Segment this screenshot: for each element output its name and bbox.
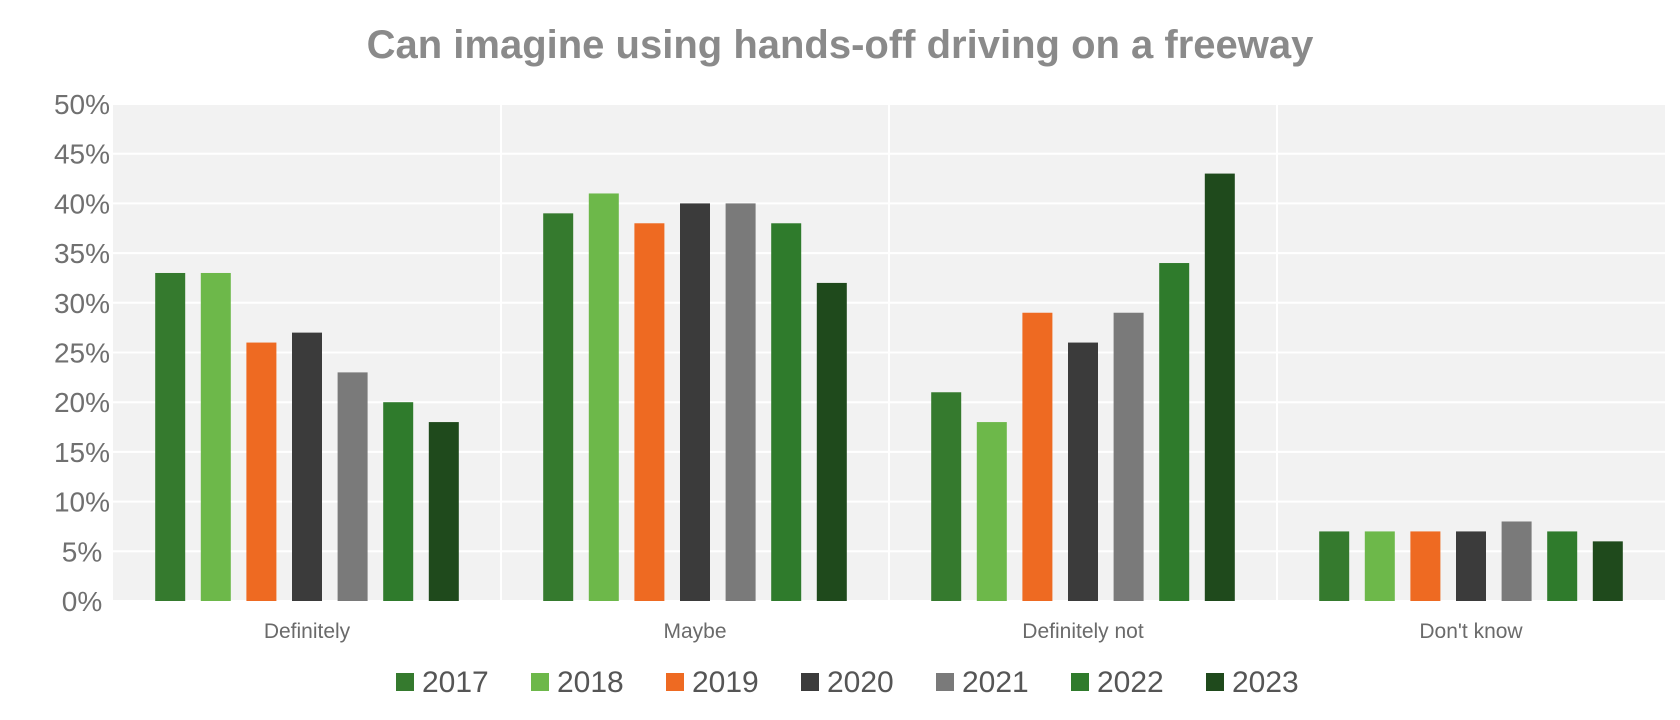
legend-label: 2023 [1232, 666, 1299, 699]
bar-2017-definitely-not [931, 392, 962, 601]
bar-2021-definitely [337, 372, 368, 601]
y-tick-label: 30% [54, 288, 110, 319]
y-tick-label: 10% [54, 487, 110, 518]
legend: 2017 2018 2019 2020 2021 2022 2023 [396, 666, 1299, 699]
legend-label: 2017 [422, 666, 489, 699]
y-axis: 0% 5% 10% 15% 20% 25% 30% 35% 40% 45% 50% [54, 89, 110, 617]
y-tick-label: 20% [54, 387, 110, 418]
legend-swatch [801, 673, 819, 691]
bar-2023-maybe [816, 282, 847, 601]
y-tick-label: 45% [54, 139, 110, 170]
bar-2020-definitely [292, 332, 322, 601]
bar-2023-definitely-not [1204, 173, 1235, 601]
legend-item-2023: 2023 [1206, 666, 1299, 699]
bars [155, 173, 1623, 601]
y-tick-label: 50% [54, 89, 110, 120]
legend-item-2021: 2021 [936, 666, 1029, 699]
y-tick-label: 40% [54, 188, 110, 219]
legend-item-2019: 2019 [666, 666, 759, 699]
bar-2018-definitely [200, 272, 231, 601]
legend-item-2022: 2022 [1071, 666, 1164, 699]
bar-2020-definitely-not [1068, 342, 1098, 601]
y-tick-label: 25% [54, 338, 110, 369]
legend-swatch [396, 673, 414, 691]
grid [113, 103, 1665, 602]
bar-2017-maybe [543, 213, 574, 601]
x-tick-label: Definitely not [1022, 620, 1144, 643]
bar-2020-maybe [680, 203, 710, 601]
bar-2022-don-t-know [1547, 531, 1578, 601]
legend-swatch [531, 673, 549, 691]
y-tick-label: 5% [62, 536, 102, 567]
y-tick-label: 35% [54, 238, 110, 269]
legend-item-2020: 2020 [801, 666, 894, 699]
legend-swatch [1071, 673, 1089, 691]
x-axis: Definitely Maybe Definitely not Don't know [264, 620, 1524, 643]
legend-label: 2018 [557, 666, 624, 699]
legend-item-2017: 2017 [396, 666, 489, 699]
legend-swatch [936, 673, 954, 691]
y-tick-label: 0% [62, 586, 102, 617]
bar-2022-definitely [383, 402, 414, 601]
legend-label: 2019 [692, 666, 759, 699]
chart-title: Can imagine using hands-off driving on a… [367, 23, 1315, 67]
bar-2022-definitely-not [1159, 263, 1190, 601]
x-tick-label: Maybe [663, 620, 726, 643]
bar-2017-don-t-know [1319, 531, 1350, 601]
bar-2023-don-t-know [1592, 541, 1623, 601]
bar-2021-definitely-not [1113, 312, 1144, 601]
bar-2020-don-t-know [1456, 531, 1486, 601]
bar-2018-definitely-not [976, 422, 1007, 601]
bar-2019-definitely [246, 342, 277, 601]
bar-2021-don-t-know [1501, 521, 1532, 601]
x-tick-label: Definitely [264, 620, 351, 643]
bar-2018-maybe [588, 193, 619, 601]
legend-label: 2020 [827, 666, 894, 699]
legend-swatch [1206, 673, 1224, 691]
legend-label: 2021 [962, 666, 1029, 699]
bar-2018-don-t-know [1364, 531, 1395, 601]
x-tick-label: Don't know [1419, 620, 1523, 643]
legend-label: 2022 [1097, 666, 1164, 699]
bar-2023-definitely [428, 422, 459, 601]
bar-2019-maybe [634, 223, 665, 601]
bar-2021-maybe [725, 203, 756, 601]
bar-2019-definitely-not [1022, 312, 1053, 601]
y-tick-label: 15% [54, 437, 110, 468]
bar-2019-don-t-know [1410, 531, 1441, 601]
legend-swatch [666, 673, 684, 691]
bar-2017-definitely [155, 272, 186, 601]
bar-2022-maybe [771, 223, 802, 601]
legend-item-2018: 2018 [531, 666, 624, 699]
